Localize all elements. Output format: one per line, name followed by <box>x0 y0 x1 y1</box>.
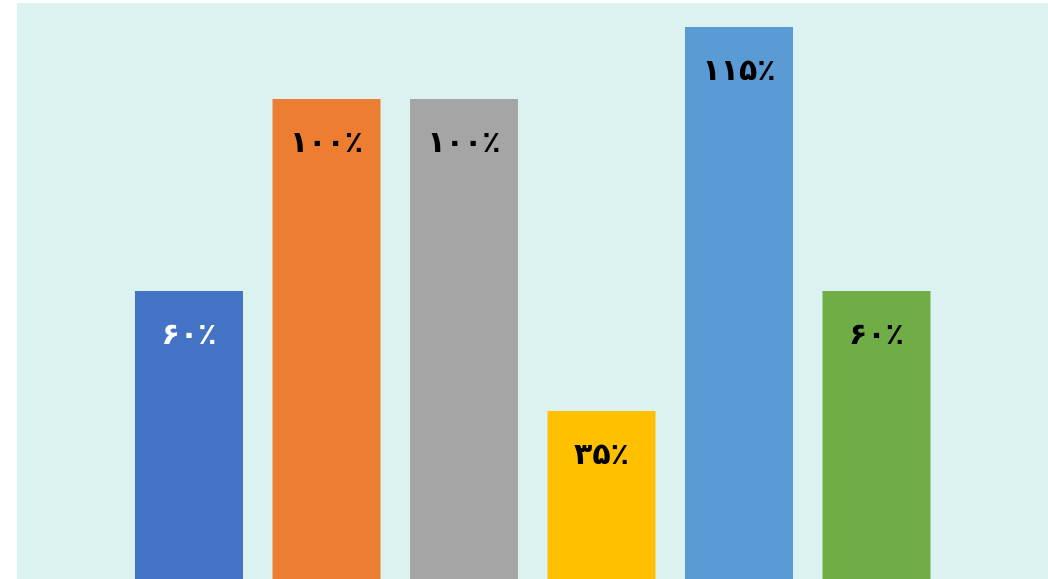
bar-4 <box>547 411 656 579</box>
bar-1 <box>135 291 243 579</box>
bar-2 <box>272 99 381 579</box>
data-label-3: ۱۰۰٪ <box>427 125 500 160</box>
data-label-1: ۶۰٪ <box>162 317 217 352</box>
chart-canvas: ۶۰٪ ۱۰۰٪ ۱۰۰٪ ۳۵٪ ۱۱۵٪ ۶۰٪ <box>17 3 1048 579</box>
bar-chart: ۶۰٪ ۱۰۰٪ ۱۰۰٪ ۳۵٪ ۱۱۵٪ ۶۰٪ <box>17 3 1048 579</box>
data-label-2: ۱۰۰٪ <box>290 125 363 160</box>
data-label-5: ۱۱۵٪ <box>702 53 775 88</box>
data-label-6: ۶۰٪ <box>849 317 904 352</box>
bar-5 <box>685 27 793 579</box>
data-labels: ۶۰٪ ۱۰۰٪ ۱۰۰٪ ۳۵٪ ۱۱۵٪ ۶۰٪ <box>162 53 904 472</box>
data-label-4: ۳۵٪ <box>574 437 629 472</box>
bar-6 <box>822 291 931 579</box>
bar-series <box>135 27 931 579</box>
bar-3 <box>410 99 518 579</box>
